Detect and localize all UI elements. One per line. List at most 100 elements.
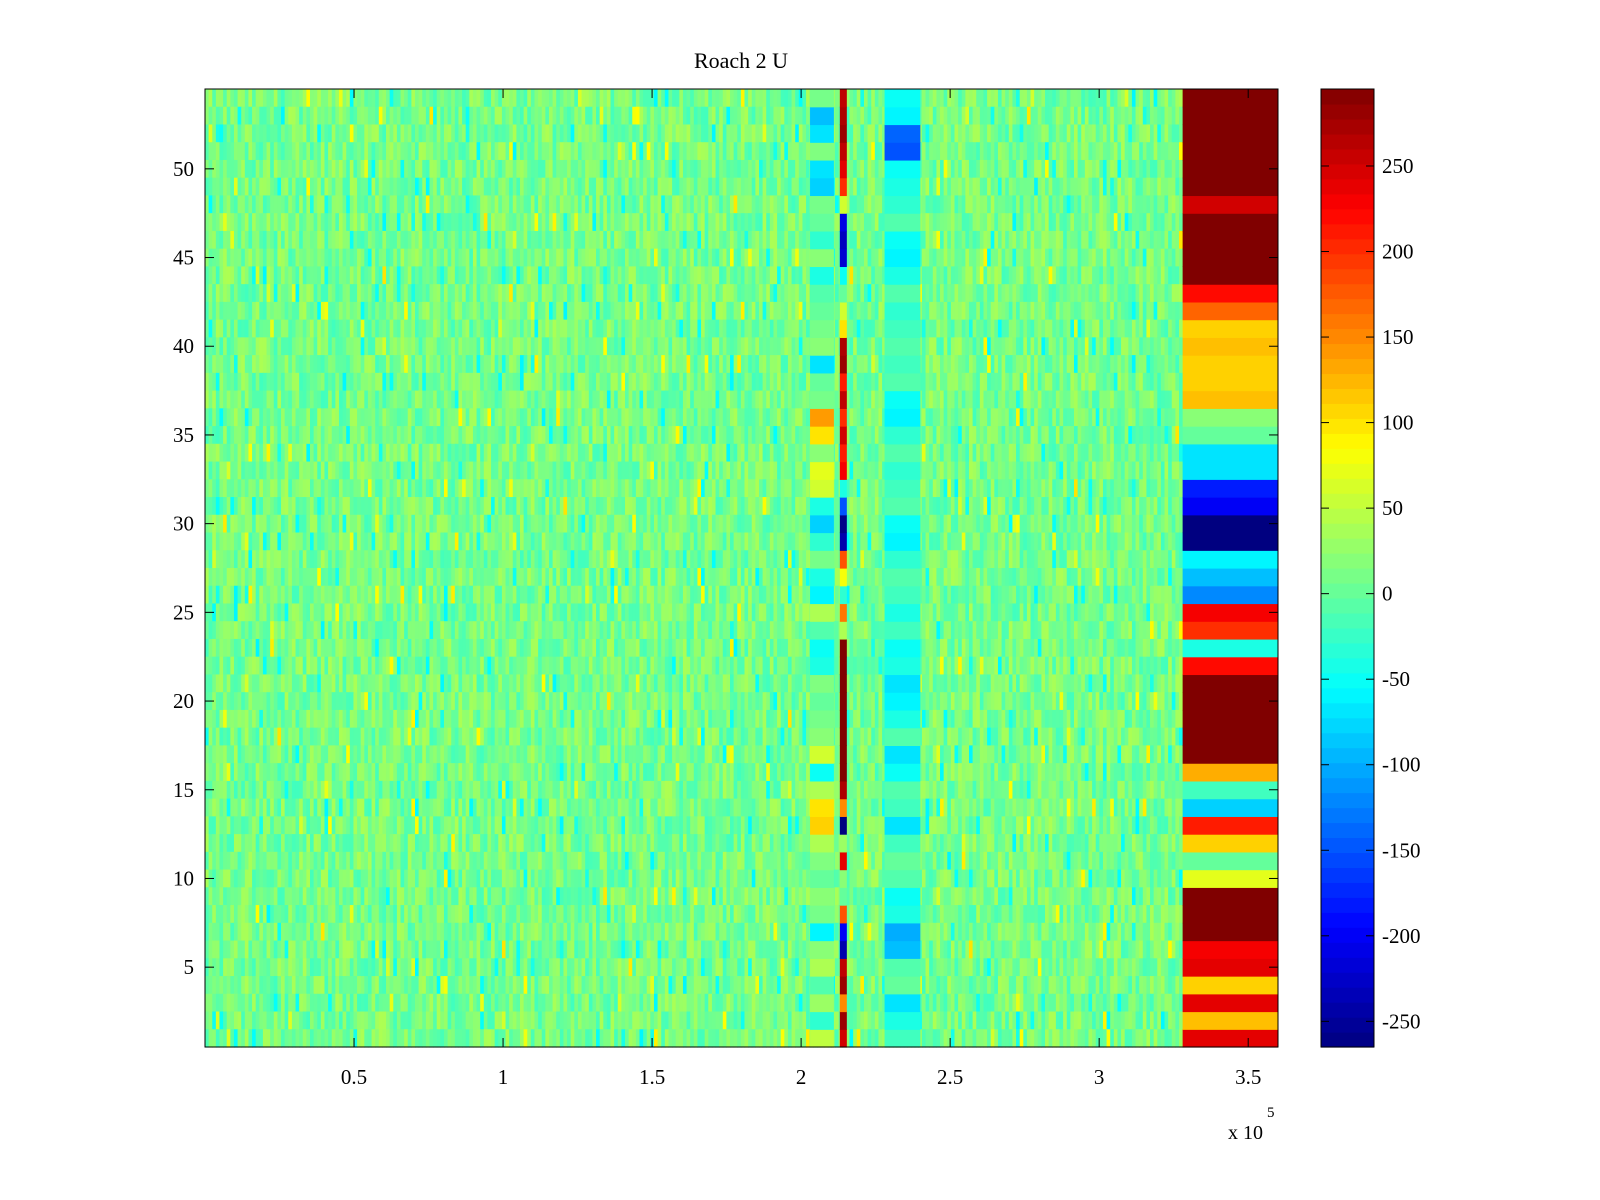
heatmap-cell xyxy=(1052,266,1057,285)
heatmap-cell xyxy=(987,230,992,250)
heatmap-cell xyxy=(1095,230,1100,250)
heatmap-cell xyxy=(758,284,764,303)
heatmap-cell xyxy=(795,159,800,179)
heatmap-cell xyxy=(722,390,727,409)
heatmap-cell xyxy=(856,372,861,392)
heatmap-cell xyxy=(233,177,239,197)
heatmap-cell xyxy=(625,248,630,268)
heatmap-cell xyxy=(317,213,322,232)
heatmap-cell xyxy=(335,248,340,268)
heatmap-cell xyxy=(921,213,927,232)
heatmap-cell xyxy=(563,248,568,268)
heatmap-cell xyxy=(556,213,561,232)
heatmap-cell xyxy=(295,355,300,374)
heatmap-cell xyxy=(487,319,492,338)
heatmap-cell xyxy=(284,124,289,143)
heatmap-cell xyxy=(1095,337,1100,356)
heatmap-cell xyxy=(375,230,380,250)
heatmap-cell xyxy=(653,248,659,268)
heatmap-cell xyxy=(317,248,322,268)
heatmap-cell xyxy=(882,230,887,250)
heatmap-cell xyxy=(679,89,684,108)
heatmap-cell xyxy=(585,106,590,126)
heatmap-cell xyxy=(690,195,695,214)
heatmap-cell xyxy=(338,106,344,126)
heatmap-cell xyxy=(994,248,999,268)
heatmap-cell xyxy=(744,230,749,250)
heatmap-cell xyxy=(328,177,333,197)
heatmap-cell xyxy=(541,284,546,303)
heatmap-cell xyxy=(1113,142,1119,161)
heatmap-cell xyxy=(748,213,753,232)
heatmap-cell xyxy=(563,213,568,232)
heatmap-cell xyxy=(509,390,514,409)
heatmap-cell xyxy=(226,89,231,108)
heatmap-cell xyxy=(740,89,746,108)
heatmap-cell xyxy=(523,159,528,179)
heatmap-cell xyxy=(704,213,709,232)
heatmap-cell xyxy=(1113,159,1119,179)
heatmap-cell xyxy=(436,106,441,126)
heatmap-cell xyxy=(1016,355,1021,374)
heatmap-cell xyxy=(512,319,517,338)
heatmap-cell xyxy=(516,248,521,268)
heatmap-cell xyxy=(751,159,756,179)
heatmap-cell xyxy=(795,390,800,409)
heatmap-cell xyxy=(1074,142,1079,161)
heatmap-cell xyxy=(1077,142,1082,161)
heatmap-cell xyxy=(958,266,963,285)
heatmap-cell xyxy=(762,372,767,392)
heatmap-cell xyxy=(581,213,586,232)
heatmap-cell xyxy=(266,337,271,356)
heatmap-cell xyxy=(722,213,727,232)
heatmap-cell xyxy=(845,89,851,108)
heatmap-cell xyxy=(625,408,630,427)
heatmap-cell xyxy=(1005,89,1010,108)
heatmap-cell xyxy=(248,230,253,250)
heatmap-cell xyxy=(1179,248,1184,268)
heatmap-cell xyxy=(1128,248,1133,268)
heatmap-cell xyxy=(990,337,995,356)
heatmap-cell xyxy=(769,372,775,392)
heatmap-cell xyxy=(494,142,499,161)
heatmap-cell xyxy=(375,266,380,285)
heatmap-cell xyxy=(639,372,644,392)
heatmap-cell xyxy=(472,159,478,179)
heatmap-cell xyxy=(281,408,286,427)
heatmap-cell xyxy=(516,159,521,179)
heatmap-cell xyxy=(375,124,380,143)
heatmap-cell xyxy=(1168,195,1173,214)
heatmap-cell xyxy=(306,408,311,427)
heatmap-cell xyxy=(273,284,279,303)
heatmap-cell xyxy=(277,284,282,303)
heatmap-cell xyxy=(556,355,561,374)
heatmap-cell xyxy=(1124,301,1129,321)
heatmap-cell xyxy=(1128,142,1133,161)
heatmap-cell xyxy=(1059,142,1064,161)
heatmap-cell xyxy=(1142,266,1148,285)
heatmap-cell xyxy=(378,89,384,108)
heatmap-cell xyxy=(690,284,695,303)
heatmap-cell xyxy=(791,124,796,143)
heatmap-cell xyxy=(1102,337,1108,356)
heatmap-cell xyxy=(324,337,329,356)
heatmap-cell xyxy=(237,266,242,285)
heatmap-cell xyxy=(704,319,709,338)
heatmap-cell xyxy=(1124,284,1129,303)
heatmap-cell xyxy=(443,390,449,409)
heatmap-cell xyxy=(1077,319,1082,338)
heatmap-cell xyxy=(882,142,887,161)
heatmap-cell xyxy=(983,301,988,321)
heatmap-cell xyxy=(585,355,590,374)
heatmap-cell xyxy=(458,372,463,392)
heatmap-cell xyxy=(1150,230,1155,250)
heatmap-cell xyxy=(693,319,699,338)
heatmap-cell xyxy=(360,248,365,268)
heatmap-cell xyxy=(429,319,434,338)
heatmap-cell xyxy=(226,248,231,268)
heatmap-cell xyxy=(643,89,648,108)
heatmap-cell xyxy=(1110,106,1115,126)
heatmap-cell xyxy=(360,89,365,108)
heatmap-cell xyxy=(780,284,785,303)
heatmap-cell xyxy=(751,142,756,161)
